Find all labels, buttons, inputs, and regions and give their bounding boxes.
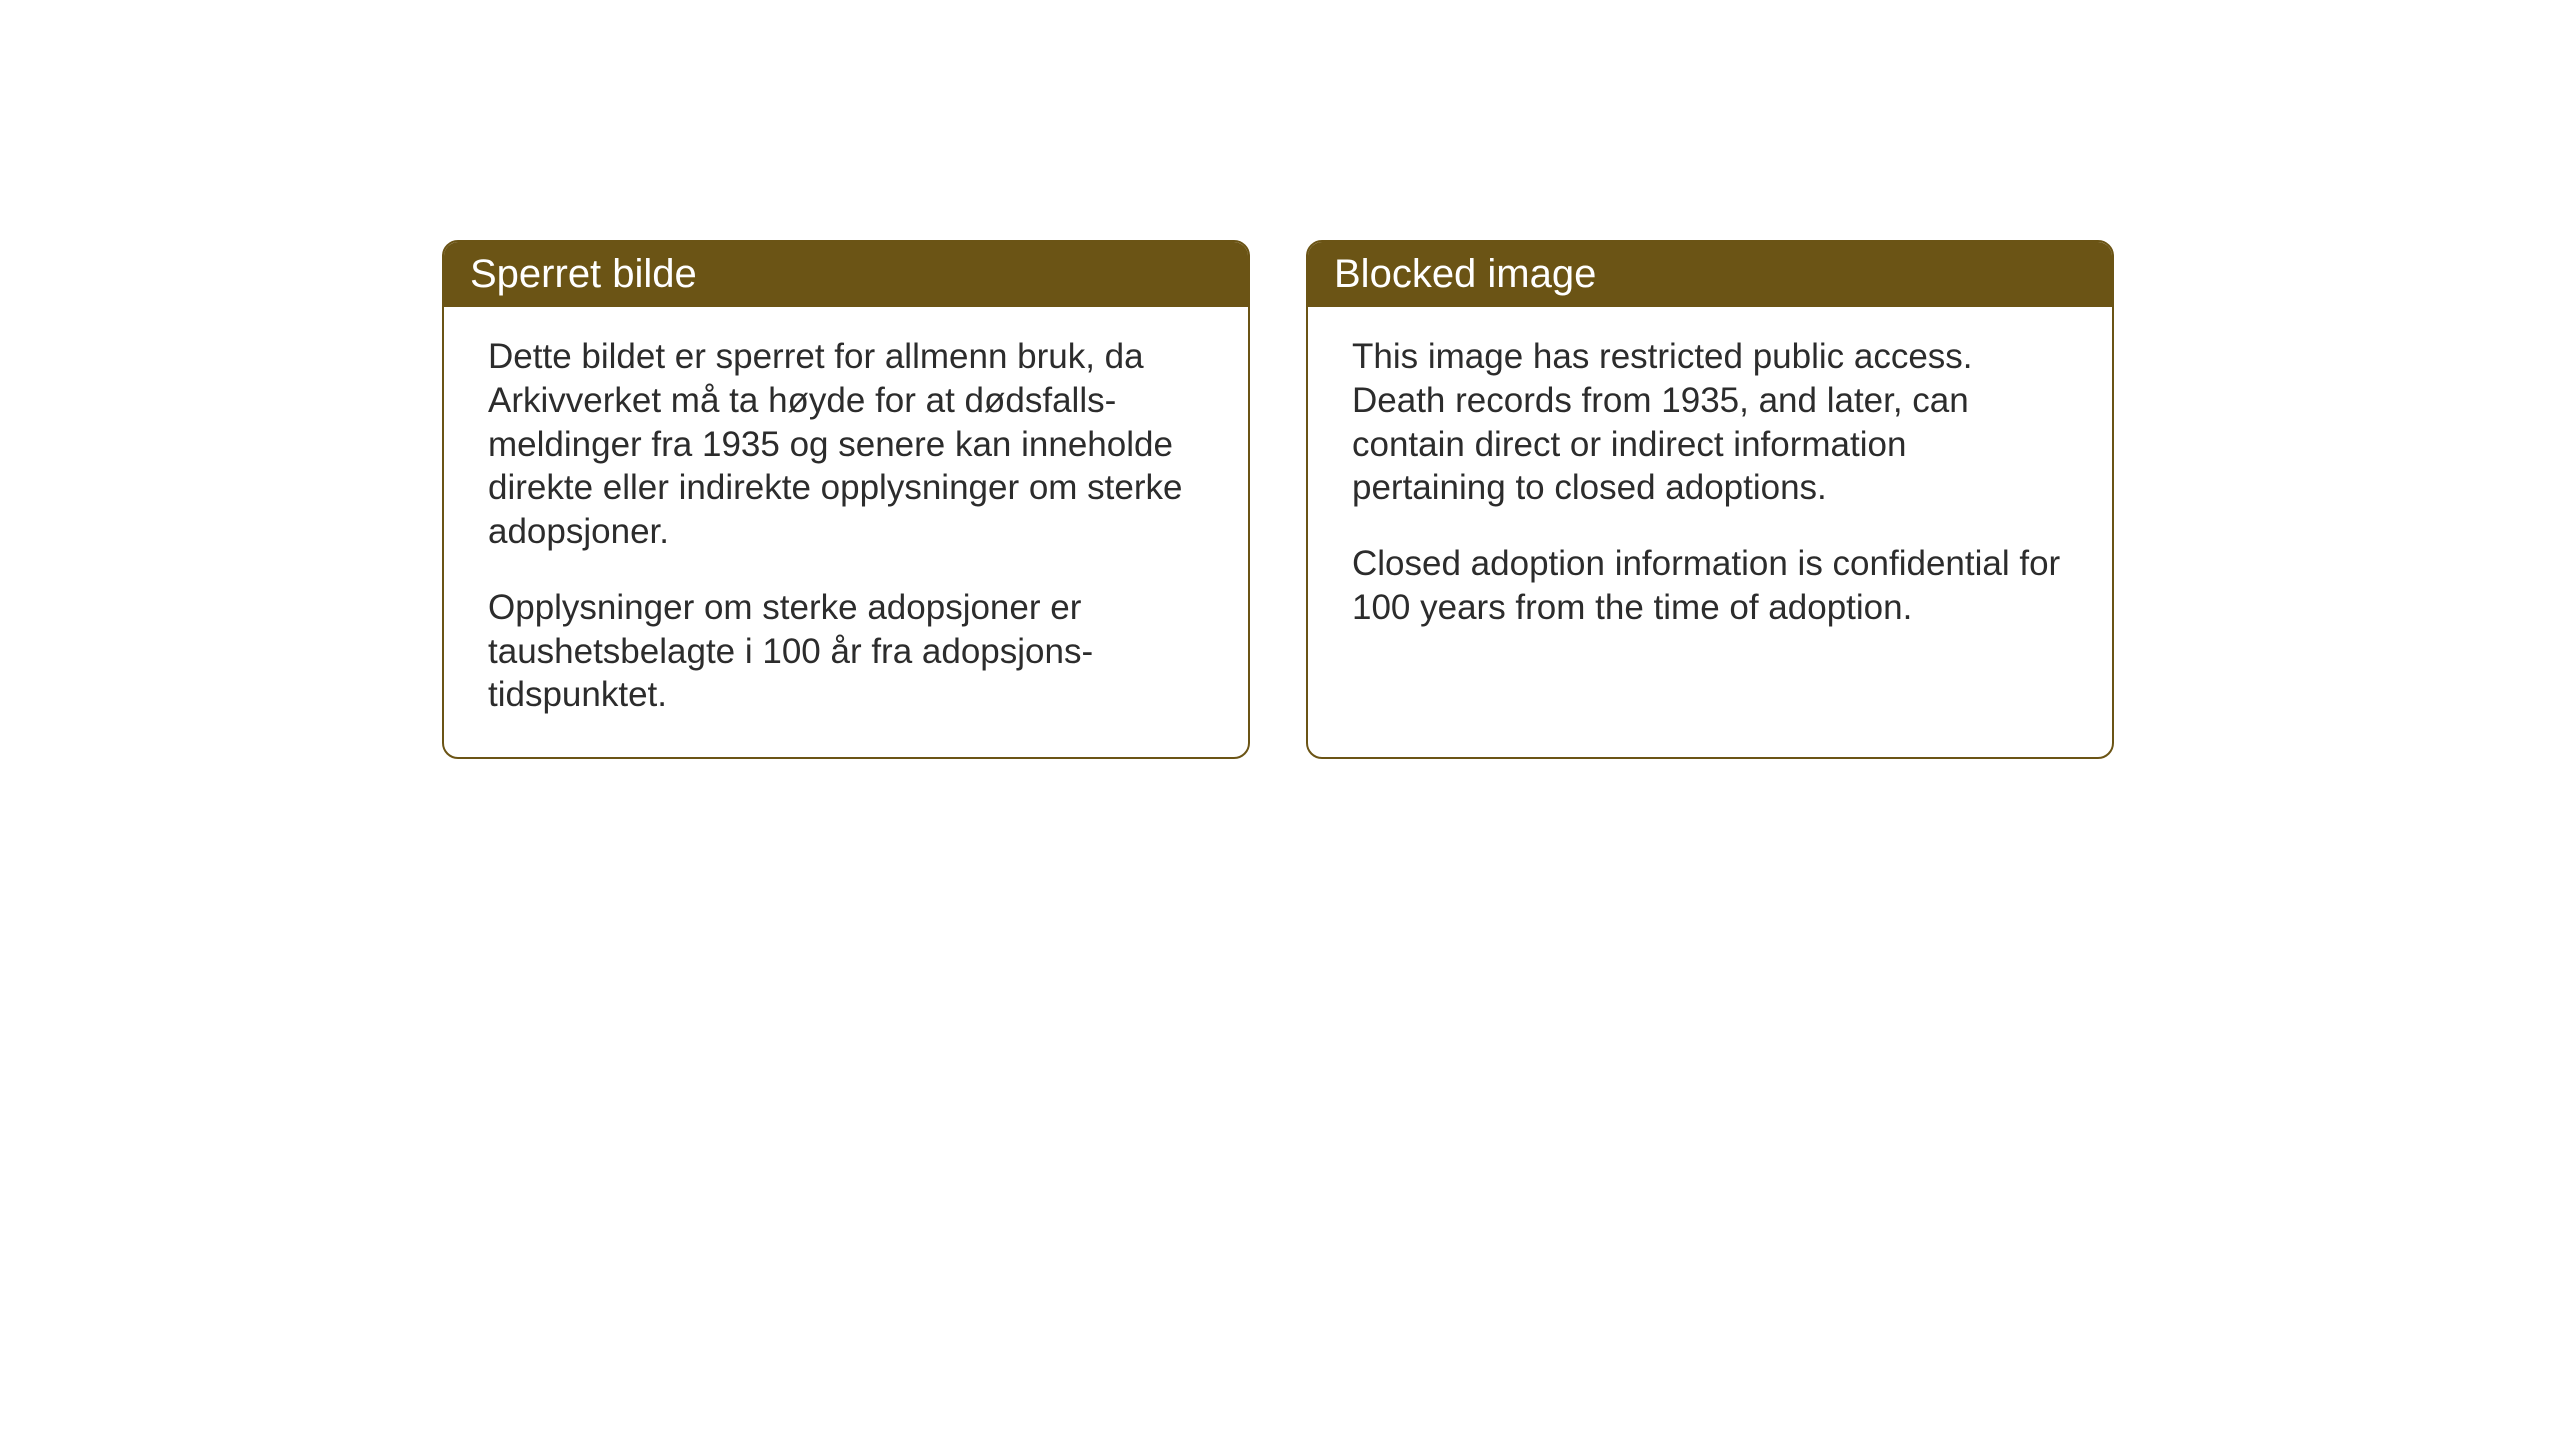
norwegian-paragraph-2: Opplysninger om sterke adopsjoner er tau… <box>488 586 1204 717</box>
english-card-body: This image has restricted public access.… <box>1308 307 2112 670</box>
norwegian-card-body: Dette bildet er sperret for allmenn bruk… <box>444 307 1248 757</box>
english-paragraph-1: This image has restricted public access.… <box>1352 335 2068 510</box>
cards-container: Sperret bilde Dette bildet er sperret fo… <box>442 240 2114 759</box>
norwegian-card-title: Sperret bilde <box>444 242 1248 307</box>
norwegian-notice-card: Sperret bilde Dette bildet er sperret fo… <box>442 240 1250 759</box>
english-card-title: Blocked image <box>1308 242 2112 307</box>
english-paragraph-2: Closed adoption information is confident… <box>1352 542 2068 630</box>
english-notice-card: Blocked image This image has restricted … <box>1306 240 2114 759</box>
norwegian-paragraph-1: Dette bildet er sperret for allmenn bruk… <box>488 335 1204 554</box>
